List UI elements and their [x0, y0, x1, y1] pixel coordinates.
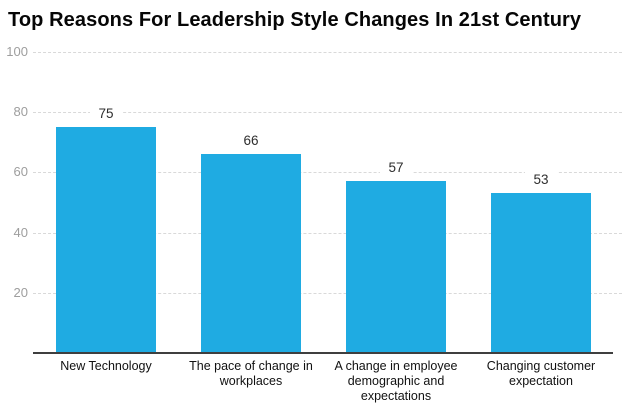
gridline	[33, 52, 622, 53]
gridline	[33, 112, 622, 113]
chart-title: Top Reasons For Leadership Style Changes…	[8, 9, 582, 31]
gridline	[33, 293, 622, 294]
y-axis-tick-label: 80	[13, 104, 28, 119]
y-axis-tick-label: 20	[13, 285, 28, 300]
x-axis-category-label: Changing customer expectation	[486, 359, 596, 388]
y-axis-tick-label: 60	[13, 164, 28, 179]
x-axis-category-label: New Technology	[60, 359, 152, 373]
bar-value-label: 53	[525, 172, 557, 188]
bar-value-label: 75	[90, 106, 122, 122]
gridline	[33, 172, 622, 173]
gridline	[33, 233, 622, 234]
y-axis-tick-label: 100	[6, 44, 28, 59]
bar-value-label: 66	[235, 133, 267, 149]
bar	[346, 181, 446, 353]
x-axis-category-label: A change in employee demographic and exp…	[334, 359, 458, 403]
bar	[201, 154, 301, 353]
x-axis-line	[33, 352, 613, 354]
bar	[56, 127, 156, 353]
bar	[491, 193, 591, 353]
x-axis-category-label: The pace of change in workplaces	[189, 359, 313, 388]
bar-value-label: 57	[380, 160, 412, 176]
y-axis-tick-label: 40	[13, 225, 28, 240]
